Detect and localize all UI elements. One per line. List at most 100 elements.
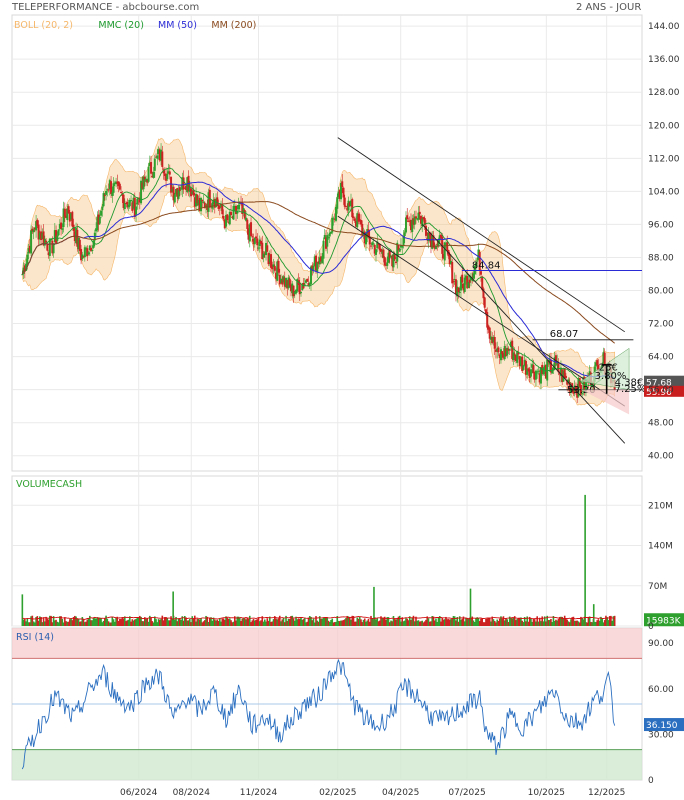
candle-body [503, 345, 506, 360]
candle-body [228, 211, 231, 225]
volume-bar [166, 617, 169, 626]
candle-body [61, 228, 64, 230]
candle-body [322, 240, 325, 259]
candle-body [352, 216, 355, 218]
volume-bar [161, 615, 164, 626]
volume-bar [450, 619, 452, 626]
volume-bar [125, 621, 127, 626]
candle-body [260, 240, 263, 245]
volume-bar [370, 615, 372, 626]
candle-body [563, 368, 566, 377]
volume-bar [427, 618, 430, 626]
last-price-label: 57.68 [646, 379, 672, 389]
volume-bar [382, 618, 385, 626]
candle-body [407, 220, 410, 222]
volume-bar [290, 616, 292, 626]
volume-bar [606, 617, 608, 626]
candle-body [298, 282, 301, 295]
volume-bar [247, 618, 250, 626]
volume-bar [171, 618, 174, 626]
candle-body [328, 232, 331, 237]
price-tick-label: 112.00 [648, 154, 680, 164]
volume-bar [330, 619, 332, 626]
candle-body [568, 381, 571, 392]
volume-bar [512, 617, 515, 626]
volume-bar [461, 618, 464, 626]
x-tick-label: 06/2024 [120, 788, 158, 798]
volume-spike [172, 591, 174, 626]
volume-bar [322, 617, 325, 626]
candle-body [223, 219, 226, 229]
candle-body [306, 278, 309, 282]
volume-bar [41, 622, 44, 626]
candle-body [83, 247, 86, 258]
candle-body [105, 190, 108, 195]
candle-body [291, 283, 294, 294]
candle-body [155, 156, 158, 158]
candle-body [335, 206, 338, 221]
volume-bar [416, 620, 419, 626]
candle-body [311, 265, 314, 271]
candle-body [132, 197, 135, 209]
volume-bar [398, 615, 401, 626]
candle-body [399, 245, 402, 248]
candle-body [127, 204, 130, 208]
volume-bar [507, 622, 510, 626]
candle-body [77, 237, 80, 250]
candle-body [221, 204, 224, 215]
volume-bar [306, 621, 309, 626]
candle-body [118, 183, 121, 190]
candle-body [414, 216, 417, 219]
candle-body [181, 177, 184, 190]
candle-body [572, 388, 575, 394]
volume-bar [255, 619, 257, 626]
volume-bar [471, 616, 474, 626]
price-tick-label: 40.00 [648, 452, 674, 462]
volume-bar [410, 619, 412, 626]
volume-bar [286, 620, 289, 626]
candle-body [449, 260, 452, 265]
volume-bar [61, 618, 64, 626]
candle-body [157, 149, 160, 154]
volume-bar [310, 616, 312, 626]
candle-body [396, 242, 399, 262]
candle-body [308, 282, 311, 286]
x-tick-label: 10/2025 [528, 788, 565, 798]
price-tick-label: 104.00 [648, 187, 680, 197]
candle-body [387, 252, 390, 263]
candle-body [436, 243, 439, 245]
candle-body [21, 274, 24, 276]
volume-bar [360, 619, 362, 626]
candle-body [38, 232, 41, 240]
candle-body [136, 198, 139, 205]
volume-bar [547, 619, 550, 626]
candle-body [63, 209, 66, 217]
candle-body [110, 181, 113, 194]
volume-bar [92, 617, 95, 626]
volume-bar [176, 621, 179, 626]
candle-body [402, 235, 405, 246]
candle-body [499, 349, 502, 361]
candle-body [571, 383, 574, 387]
price-tick-label: 64.00 [648, 353, 674, 363]
candle-body [437, 240, 440, 247]
volume-tick-label: 140M [648, 542, 673, 552]
volume-spike [373, 586, 375, 626]
volume-bar [562, 617, 565, 626]
volume-bar [525, 621, 527, 626]
candle-body [439, 234, 442, 239]
candle-body [62, 208, 65, 228]
volume-bar [157, 619, 160, 626]
candle-body [492, 336, 495, 343]
candle-body [195, 194, 198, 207]
candle-body [48, 238, 51, 256]
candle-body [559, 367, 562, 377]
candle-body [212, 199, 215, 205]
volume-bar [417, 620, 420, 626]
volume-bar [326, 617, 329, 626]
volume-bar [318, 616, 321, 626]
volume-bar [70, 618, 72, 626]
volume-bar [463, 621, 466, 626]
candle-body [461, 274, 464, 283]
volume-bar [506, 619, 509, 626]
